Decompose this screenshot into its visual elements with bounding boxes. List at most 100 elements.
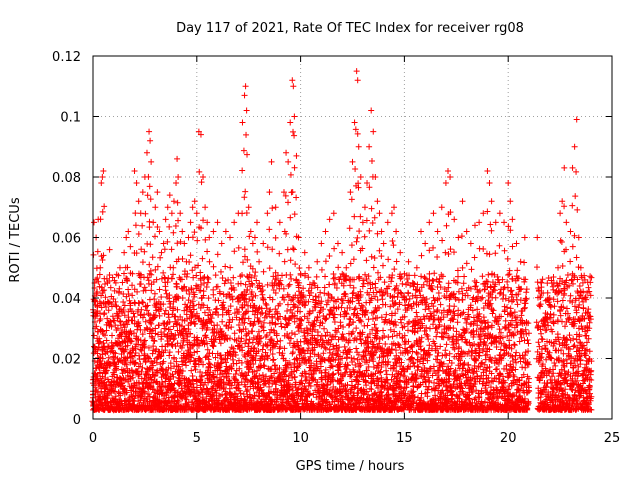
data-point — [212, 272, 219, 279]
data-point — [146, 270, 153, 277]
data-point — [215, 297, 222, 304]
data-point — [164, 390, 171, 397]
data-point — [209, 350, 216, 357]
data-point — [187, 308, 194, 315]
data-point — [147, 358, 154, 365]
data-point — [113, 303, 120, 310]
data-point — [156, 312, 163, 319]
data-point — [204, 324, 211, 331]
data-point — [190, 274, 197, 281]
data-point — [129, 374, 136, 381]
data-point — [166, 318, 173, 325]
data-point — [117, 392, 124, 399]
data-point — [122, 397, 129, 404]
data-point — [119, 279, 126, 286]
data-point — [137, 360, 144, 367]
data-point — [160, 358, 167, 365]
data-point — [138, 306, 145, 313]
data-point — [161, 274, 168, 281]
data-point — [204, 274, 211, 281]
data-point — [174, 340, 181, 347]
data-point — [204, 346, 211, 353]
data-point — [212, 306, 219, 313]
data-point — [120, 367, 127, 374]
data-point — [170, 323, 177, 330]
data-point — [219, 301, 226, 308]
data-point — [107, 284, 114, 291]
data-point — [132, 349, 139, 356]
data-point — [152, 330, 159, 337]
data-point — [202, 354, 209, 361]
data-point — [141, 337, 148, 344]
data-point — [207, 364, 214, 371]
data-point — [186, 304, 193, 311]
data-point — [122, 358, 129, 365]
data-point — [191, 291, 198, 298]
data-points — [89, 68, 595, 414]
data-point — [151, 290, 158, 297]
data-point — [163, 321, 170, 328]
data-point — [146, 296, 153, 303]
data-point — [157, 353, 164, 360]
data-point — [120, 290, 127, 297]
data-point — [106, 272, 113, 279]
data-point — [216, 364, 223, 371]
data-point — [180, 335, 187, 342]
data-point — [194, 283, 201, 290]
data-point — [115, 272, 122, 279]
data-point — [112, 322, 119, 329]
data-point — [124, 276, 131, 283]
data-point — [199, 389, 206, 396]
data-point — [123, 389, 130, 396]
data-point — [208, 315, 215, 322]
data-point — [220, 299, 227, 306]
data-point — [164, 279, 171, 286]
data-point — [134, 368, 141, 375]
data-point — [121, 386, 128, 393]
data-point — [197, 304, 204, 311]
data-point — [166, 349, 173, 356]
data-point — [174, 306, 181, 313]
data-point — [167, 360, 174, 367]
data-point — [170, 354, 177, 361]
data-point — [120, 307, 127, 314]
data-point — [150, 337, 157, 344]
data-point — [221, 280, 228, 287]
data-point — [135, 398, 142, 405]
data-point — [205, 353, 212, 360]
data-point — [139, 298, 146, 305]
chart-title: Day 117 of 2021, Rate Of TEC Index for r… — [176, 21, 524, 36]
data-point — [142, 318, 149, 325]
data-point — [206, 307, 213, 314]
data-point — [140, 338, 147, 345]
data-point — [112, 302, 119, 309]
data-point — [151, 389, 158, 396]
data-point — [220, 384, 227, 391]
data-point — [153, 359, 160, 366]
data-point — [158, 294, 165, 301]
data-point — [178, 385, 185, 392]
data-point — [148, 382, 155, 389]
data-point — [123, 361, 130, 368]
data-point — [144, 302, 151, 309]
data-point — [117, 306, 124, 313]
data-point — [183, 273, 190, 280]
data-point — [91, 343, 98, 350]
data-point — [175, 348, 182, 355]
data-point — [212, 387, 219, 394]
data-point — [114, 312, 121, 319]
data-point — [111, 317, 118, 324]
data-point — [201, 280, 208, 287]
data-point — [131, 401, 138, 408]
data-point — [103, 327, 110, 334]
data-point — [192, 320, 199, 327]
data-point — [173, 320, 180, 327]
data-point — [166, 352, 173, 359]
data-point — [109, 274, 116, 281]
data-point — [170, 336, 177, 343]
data-point — [216, 290, 223, 297]
data-point — [130, 310, 137, 317]
data-point — [151, 296, 158, 303]
data-point — [200, 275, 207, 282]
data-point — [136, 322, 143, 329]
